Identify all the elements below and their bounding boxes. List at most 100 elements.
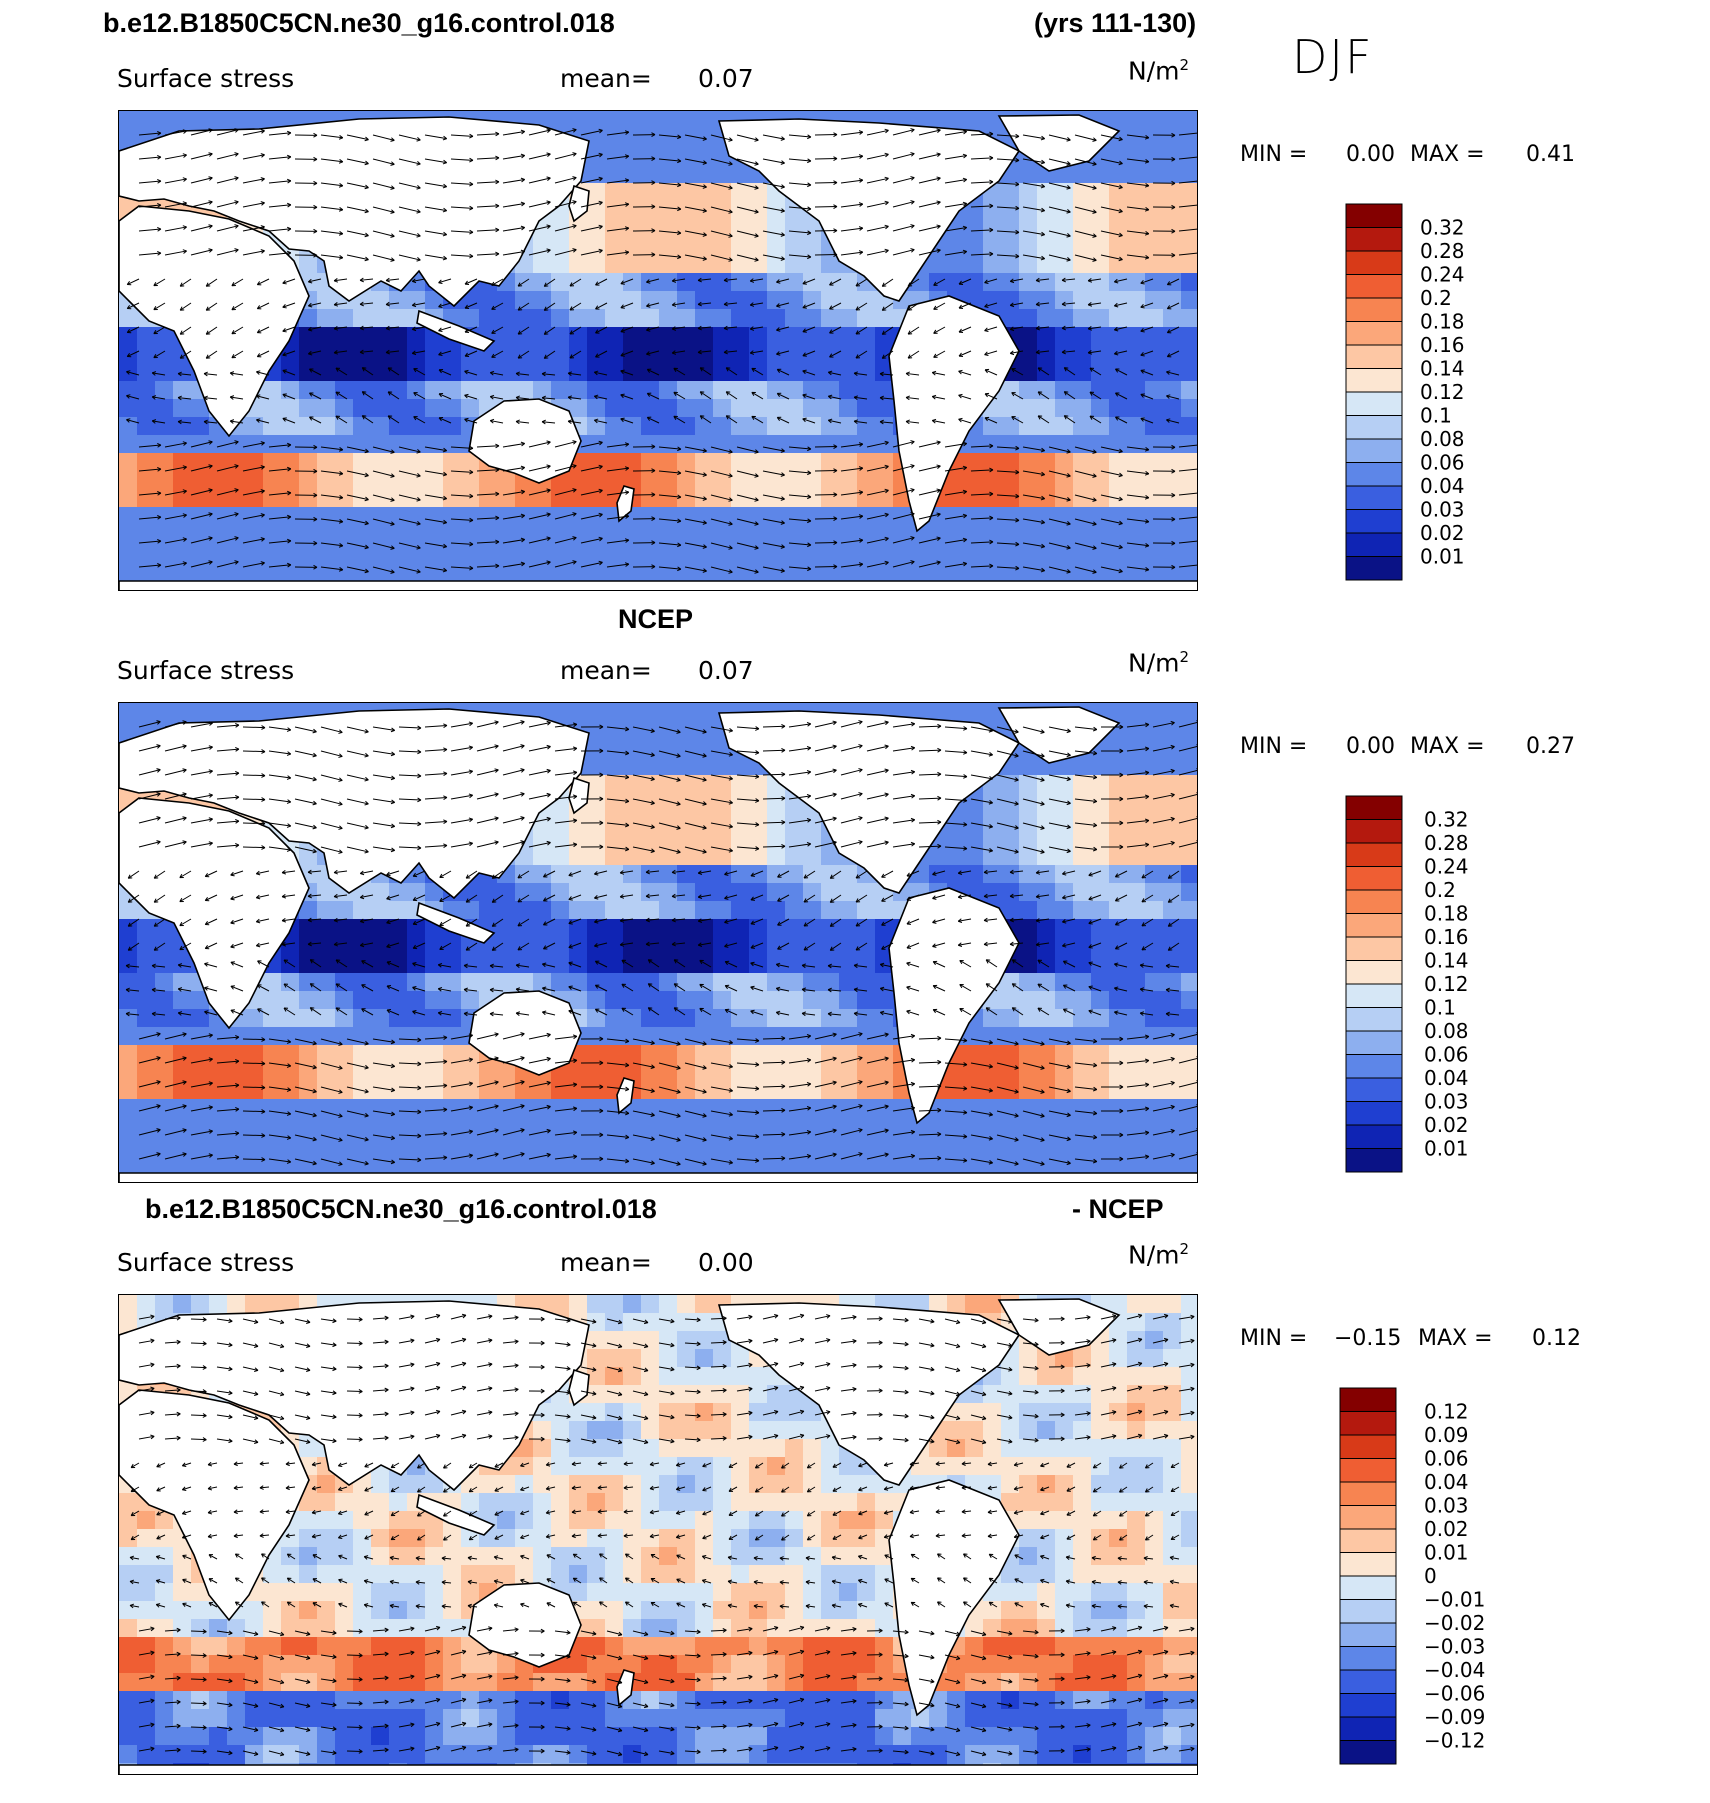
colorbar-swatch <box>1345 532 1403 557</box>
colorbar-tick-label: 0.32 <box>1420 216 1465 240</box>
colorbar-swatch <box>1339 1481 1397 1506</box>
min-label: MIN = <box>1240 734 1308 759</box>
colorbar-tick-label: 0.04 <box>1420 474 1465 498</box>
colorbar-tick-label: 0.18 <box>1424 902 1469 926</box>
colorbar-swatch <box>1345 1101 1403 1126</box>
colorbar-tick-label: 0.06 <box>1424 1043 1469 1067</box>
variable-label: Surface stress <box>117 1248 295 1277</box>
colorbar-swatch <box>1339 1646 1397 1671</box>
colorbar-swatch <box>1345 250 1403 275</box>
max-value: 0.12 <box>1532 1326 1581 1351</box>
panel-heading-right: - NCEP <box>1072 1194 1164 1224</box>
case-title: b.e12.B1850C5CN.ne30_g16.control.018 <box>103 8 615 38</box>
variable-label: Surface stress <box>117 64 295 93</box>
colorbar-tick-label: 0.12 <box>1424 1400 1469 1424</box>
coastline <box>119 1300 590 1492</box>
colorbar-tick-label: 0.02 <box>1420 521 1465 545</box>
colorbar-swatch <box>1345 203 1403 228</box>
colorbar-tick-label: 0.01 <box>1420 545 1465 569</box>
max-value: 0.41 <box>1526 142 1575 167</box>
colorbar-swatch <box>1339 1458 1397 1483</box>
panel-heading: NCEP <box>618 604 694 634</box>
colorbar-swatch <box>1339 1505 1397 1530</box>
max-label: MAX = <box>1418 1326 1493 1351</box>
colorbar-swatch <box>1345 274 1403 299</box>
map-obs <box>118 702 1198 1183</box>
units-label: N/m2 <box>1128 648 1190 678</box>
colorbar-swatch <box>1345 415 1403 440</box>
coastline <box>997 114 1121 172</box>
colorbar-tick-label: 0.18 <box>1420 310 1465 334</box>
coastline <box>119 205 310 438</box>
colorbar-swatch <box>1339 1575 1397 1600</box>
season-label: DJF <box>1292 30 1374 84</box>
colorbar-tick-label: 0.2 <box>1424 878 1456 902</box>
colorbar-tick-label: 0.32 <box>1424 808 1469 832</box>
colorbar-tick-label: 0.03 <box>1420 498 1465 522</box>
mean-label: mean= <box>560 656 652 685</box>
colorbar-tick-label: −0.12 <box>1424 1729 1485 1753</box>
colorbar-swatch <box>1345 1124 1403 1149</box>
variable-label: Surface stress <box>117 656 295 685</box>
colorbar-swatch <box>1345 1030 1403 1055</box>
mean-value: 0.00 <box>698 1248 754 1277</box>
colorbar-tick-label: 0.06 <box>1420 451 1465 475</box>
coastline <box>568 776 590 815</box>
colorbar-tick-label: 0.08 <box>1420 427 1465 451</box>
max-label: MAX = <box>1410 142 1485 167</box>
colorbar-tick-label: 0.28 <box>1424 831 1469 855</box>
colorbar-swatch <box>1345 1007 1403 1032</box>
colorbar-tick-label: −0.03 <box>1424 1635 1485 1659</box>
colorbar-tick-label: 0.02 <box>1424 1517 1469 1541</box>
colorbar-tick-label: 0.12 <box>1420 380 1465 404</box>
colorbar-tick-label: −0.02 <box>1424 1611 1485 1635</box>
colorbar-tick-label: −0.04 <box>1424 1658 1485 1682</box>
colorbar-swatch <box>1345 509 1403 534</box>
colorbar-swatch <box>1345 983 1403 1008</box>
coastline <box>119 1172 1197 1182</box>
coastline <box>616 1077 635 1115</box>
colorbar-swatch <box>1339 1411 1397 1436</box>
colorbar-swatch <box>1339 1669 1397 1694</box>
coastline <box>416 901 496 944</box>
colorbar-swatch <box>1345 842 1403 867</box>
coastline <box>616 485 635 523</box>
coastline <box>416 309 496 352</box>
colorbar-swatch <box>1339 1716 1397 1741</box>
colorbar-swatch <box>1339 1622 1397 1647</box>
stress-vectors <box>129 1313 1195 1757</box>
colorbar-tick-label: −0.01 <box>1424 1588 1485 1612</box>
colorbar-tick-label: 0.1 <box>1424 996 1456 1020</box>
colorbar-tick-label: 0 <box>1424 1564 1437 1588</box>
colorbar-swatch <box>1339 1599 1397 1624</box>
colorbar-swatch <box>1345 889 1403 914</box>
colorbar-swatch <box>1345 556 1403 581</box>
coastline <box>888 1479 1020 1717</box>
colorbar-tick-label: 0.14 <box>1420 357 1465 381</box>
coastline <box>119 1764 1197 1774</box>
colorbar-tick-label: 0.12 <box>1424 972 1469 996</box>
colorbar-swatch <box>1345 321 1403 346</box>
colorbar-tick-label: 0.24 <box>1424 855 1469 879</box>
mean-value: 0.07 <box>698 64 754 93</box>
colorbar-swatch <box>1339 1693 1397 1718</box>
coastline <box>119 1389 310 1622</box>
colorbar-tick-label: 0.16 <box>1420 333 1465 357</box>
colorbar-tick-label: 0.08 <box>1424 1019 1469 1043</box>
max-label: MAX = <box>1410 734 1485 759</box>
colorbar-swatch <box>1345 1077 1403 1102</box>
colorbar-tick-label: −0.09 <box>1424 1705 1485 1729</box>
panel-heading: b.e12.B1850C5CN.ne30_g16.control.018 <box>145 1194 657 1224</box>
colorbar-tick-label: 0.24 <box>1420 263 1465 287</box>
units-label: N/m2 <box>1128 56 1190 86</box>
coastline <box>119 708 590 900</box>
colorbar-tick-label: 0.14 <box>1424 949 1469 973</box>
min-value: −0.15 <box>1334 1326 1402 1351</box>
colorbar-tick-label: 0.03 <box>1424 1494 1469 1518</box>
colorbar-swatch <box>1345 368 1403 393</box>
mean-value: 0.07 <box>698 656 754 685</box>
coastline <box>119 116 590 308</box>
coastline <box>416 1493 496 1536</box>
colorbar-swatch <box>1345 1148 1403 1173</box>
colorbar-swatch <box>1345 866 1403 891</box>
